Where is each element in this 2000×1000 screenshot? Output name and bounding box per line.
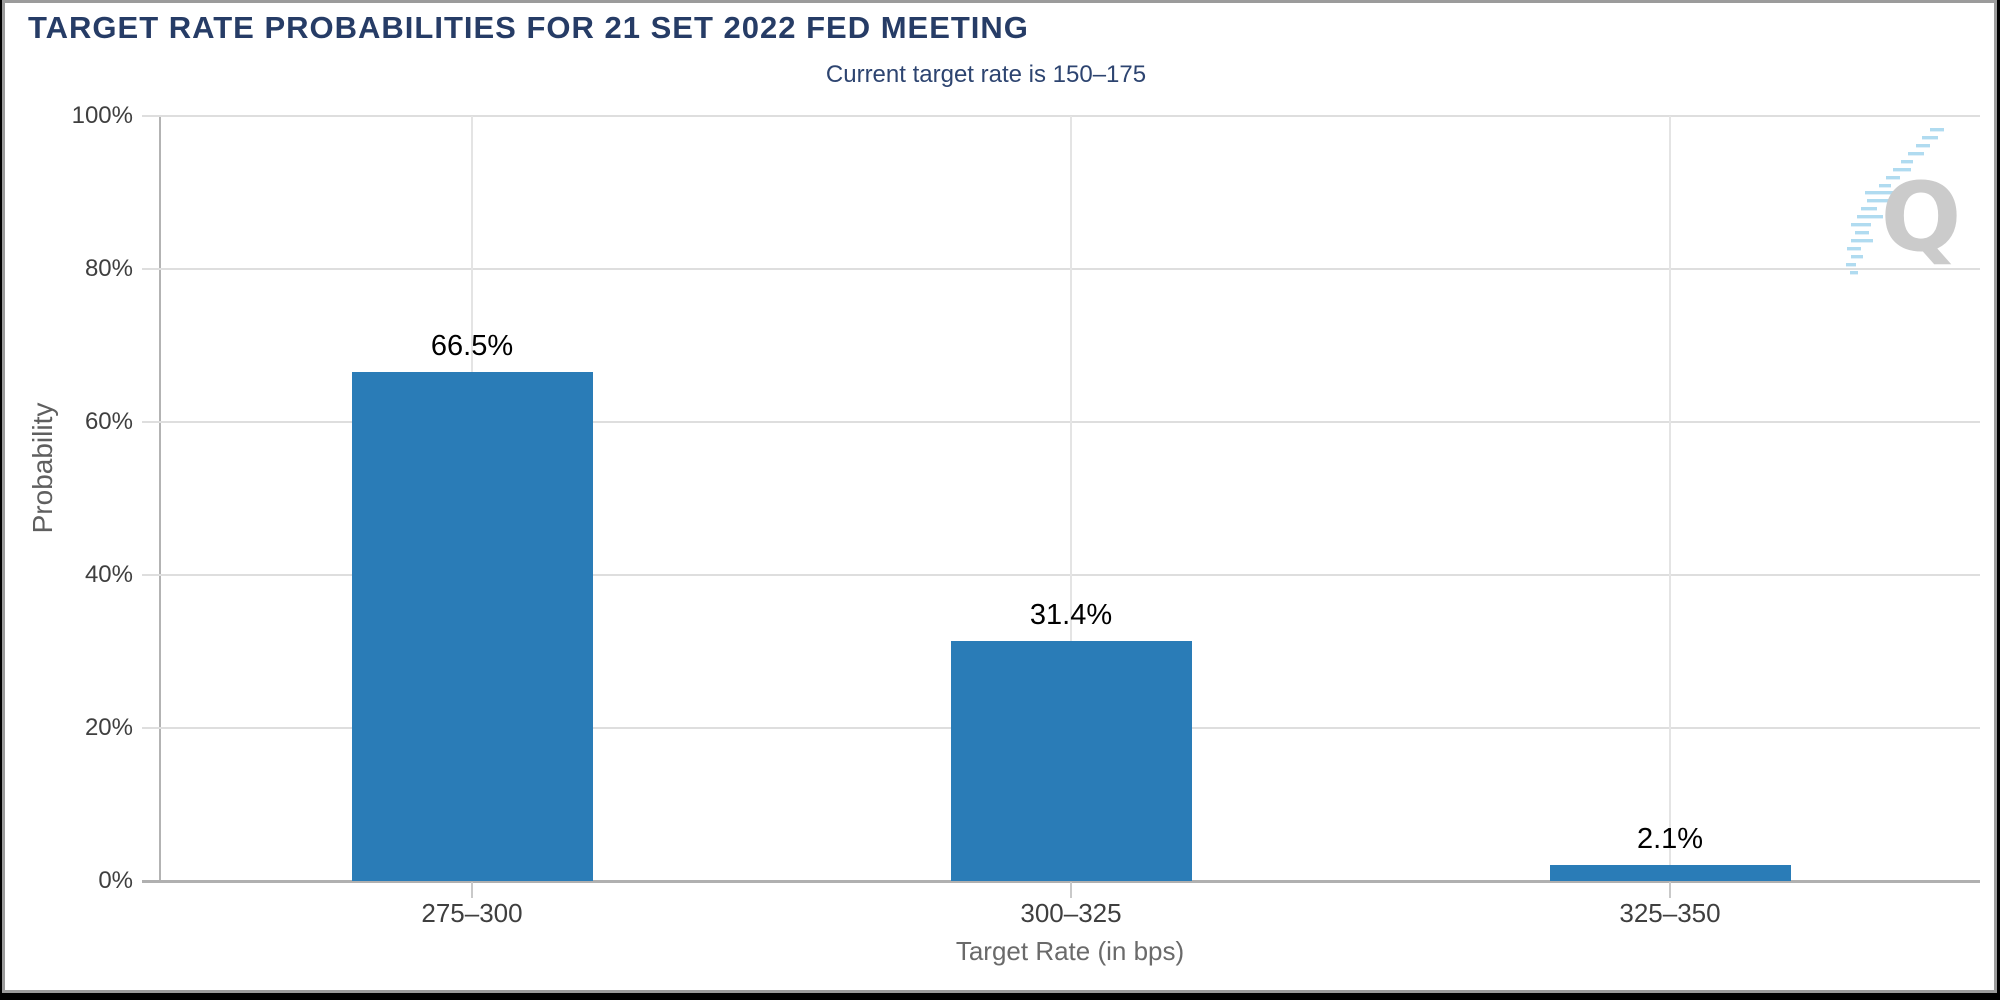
y-tick-label: 40% [23, 559, 133, 591]
x-axis-title: Target Rate (in bps) [160, 936, 1980, 967]
gridline-horizontal [142, 115, 1980, 117]
y-axis-title: Probability [27, 403, 59, 534]
q-logo-watermark: Q [1836, 118, 1966, 288]
x-tick-mark [1070, 882, 1072, 898]
bar-275–300[interactable] [352, 372, 593, 881]
plot-area: 0%20%40%60%80%100%66.5%275–30031.4%300–3… [160, 116, 1980, 881]
x-tick-label: 275–300 [362, 898, 582, 929]
bar-value-label: 31.4% [961, 597, 1181, 633]
x-tick-label: 325–350 [1560, 898, 1780, 929]
chart-subtitle: Current target rate is 150–175 [5, 61, 1967, 89]
y-tick-label: 20% [23, 712, 133, 744]
x-tick-mark [1669, 882, 1671, 898]
bar-300–325[interactable] [951, 641, 1192, 881]
x-tick-mark [471, 882, 473, 898]
q-letter-icon: Q [1881, 163, 1962, 273]
chart-window: TARGET RATE PROBABILITIES FOR 21 SET 202… [2, 0, 1997, 993]
y-tick-label: 80% [23, 253, 133, 285]
y-tick-label: 100% [23, 100, 133, 132]
bar-value-label: 66.5% [362, 328, 582, 364]
x-tick-label: 300–325 [961, 898, 1181, 929]
gridline-horizontal [142, 268, 1980, 270]
chart-title: TARGET RATE PROBABILITIES FOR 21 SET 202… [28, 10, 1029, 46]
y-tick-label: 0% [23, 865, 133, 897]
y-axis-line [159, 116, 161, 881]
gridline-vertical [1669, 116, 1671, 881]
bar-325–350[interactable] [1550, 865, 1791, 881]
bar-value-label: 2.1% [1560, 821, 1780, 857]
